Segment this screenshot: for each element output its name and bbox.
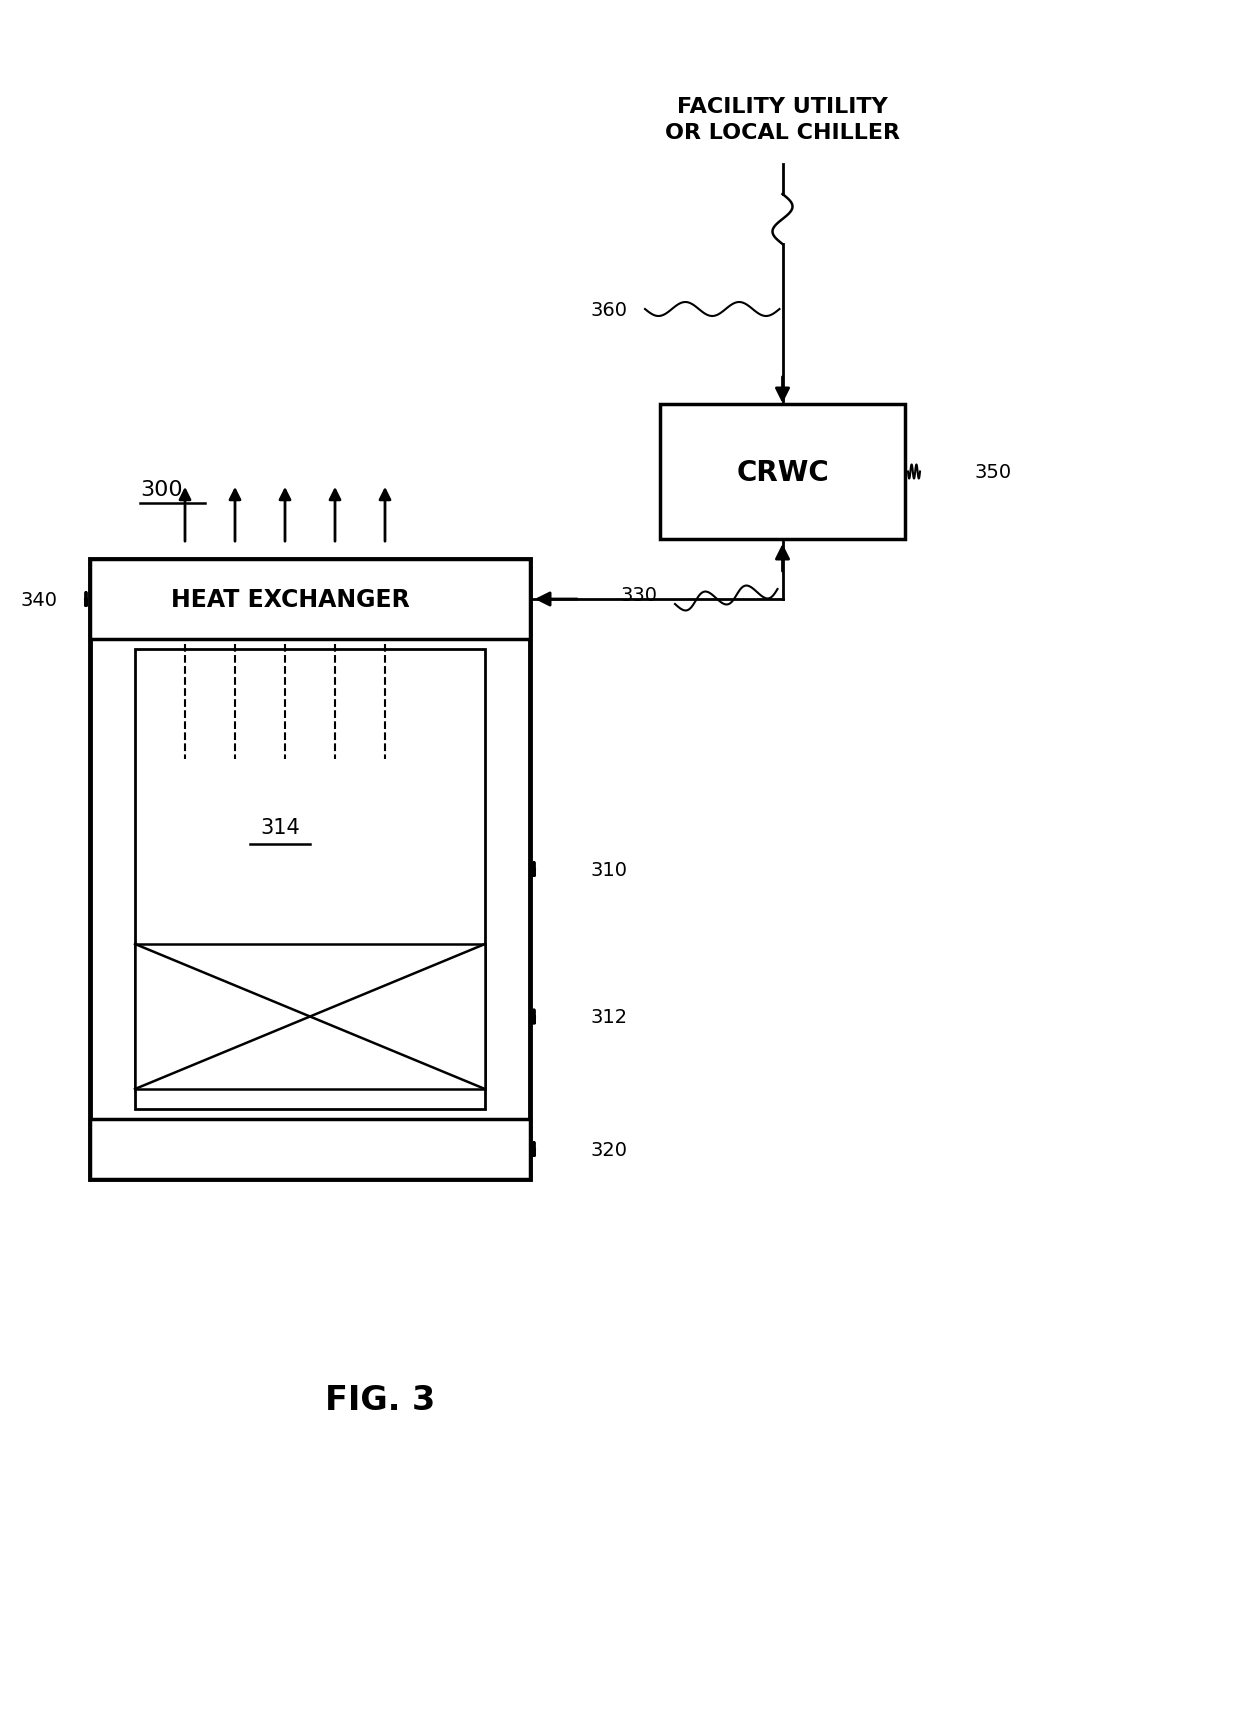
Bar	[135, 650, 485, 1110]
Text: 312: 312	[590, 1008, 627, 1027]
Text: FACILITY UTILITY
OR LOCAL CHILLER: FACILITY UTILITY OR LOCAL CHILLER	[665, 97, 900, 144]
Bar	[91, 1119, 529, 1179]
Text: 314: 314	[260, 818, 300, 837]
Text: HEAT EXCHANGER: HEAT EXCHANGER	[171, 587, 409, 611]
Text: 320: 320	[590, 1140, 627, 1159]
Bar	[91, 559, 529, 639]
Bar	[91, 559, 529, 1179]
Bar	[660, 405, 905, 540]
Text: 350: 350	[975, 462, 1012, 481]
Text: FIG. 3: FIG. 3	[325, 1382, 435, 1415]
Text: CRWC: CRWC	[737, 459, 828, 487]
Text: 340: 340	[20, 591, 57, 610]
Text: 310: 310	[590, 861, 627, 880]
Text: 330: 330	[620, 585, 657, 604]
Bar	[135, 944, 485, 1089]
Text: 300: 300	[140, 480, 182, 501]
Text: 360: 360	[590, 300, 627, 319]
